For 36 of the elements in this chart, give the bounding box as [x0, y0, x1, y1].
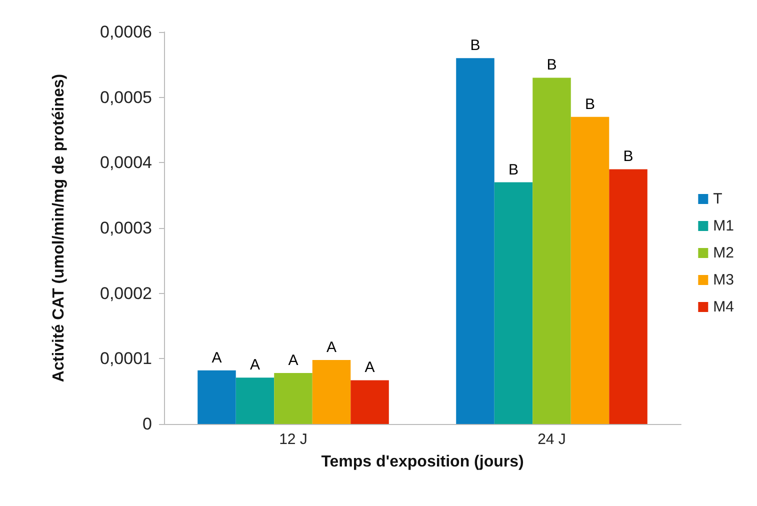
bar: [236, 378, 274, 424]
data-label: B: [546, 56, 557, 74]
legend-label: T: [713, 190, 722, 208]
legend-label: M4: [713, 298, 734, 316]
bar: [456, 58, 494, 424]
bar: [532, 78, 571, 424]
bar: [198, 370, 236, 424]
data-label: B: [508, 161, 518, 178]
y-tick-label: 0,0003: [100, 218, 152, 238]
y-tick-label: 0: [142, 414, 152, 434]
y-axis-title: Activité CAT (umol/min/mg de protéines): [50, 74, 68, 382]
x-axis-title: Temps d'exposition (jours): [321, 454, 524, 470]
x-tick-label: 24 J: [538, 431, 566, 448]
data-label: B: [585, 96, 596, 113]
data-label: A: [326, 338, 337, 356]
bar: [312, 360, 351, 424]
y-tick-label: 0,0006: [100, 22, 152, 42]
y-tick-label: 0,0005: [100, 88, 152, 107]
bar: [494, 182, 533, 424]
data-label: A: [250, 356, 260, 374]
data-label: B: [623, 148, 634, 166]
y-tick-label: 0,0004: [100, 153, 152, 172]
bar: [609, 169, 648, 424]
legend-label: M2: [713, 244, 734, 262]
data-label: A: [288, 352, 298, 370]
bar: [274, 373, 312, 424]
x-tick-label: 12 J: [279, 431, 308, 448]
bar: [570, 116, 610, 424]
bar: [350, 380, 389, 424]
y-tick-label: 0,0002: [100, 284, 152, 303]
data-label: B: [470, 37, 480, 54]
legend-label: M1: [713, 218, 734, 234]
y-tick-label: 0,0001: [100, 349, 152, 368]
legend-label: M3: [713, 272, 734, 288]
data-label: A: [364, 359, 375, 376]
data-label: A: [212, 349, 222, 366]
